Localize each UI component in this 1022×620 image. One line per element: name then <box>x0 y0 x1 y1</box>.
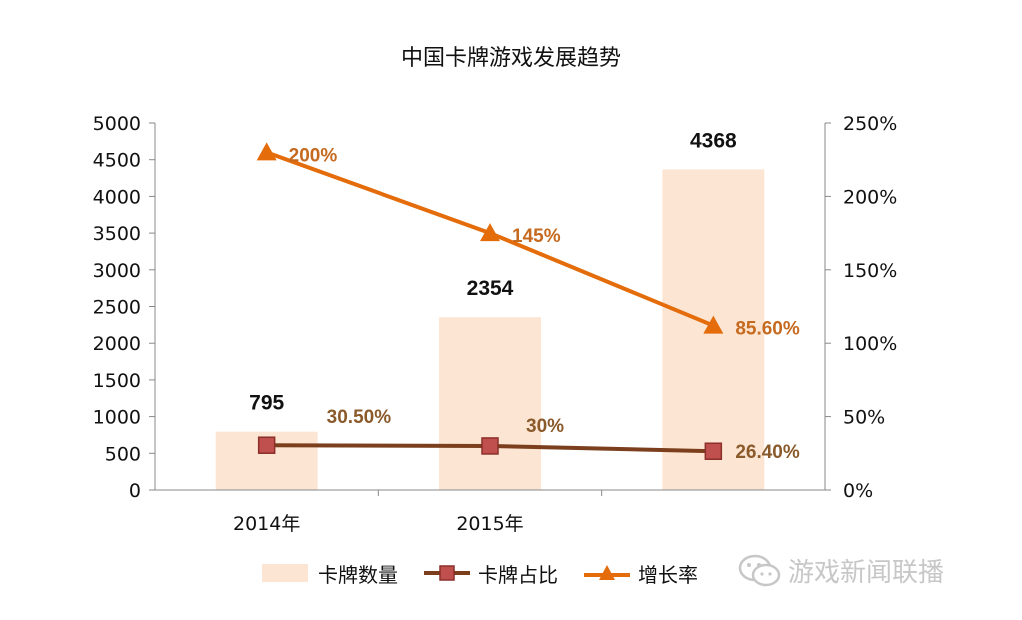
growth-value-label: 85.60% <box>735 319 800 340</box>
share-point-marker <box>257 436 276 454</box>
share-point-marker <box>704 442 723 460</box>
bar-series <box>215 169 765 490</box>
watermark-text: 游戏新闻联播 <box>788 558 945 588</box>
legend: 卡牌数量 卡牌占比 增长率 <box>262 556 724 590</box>
bar-value-label: 2354 <box>467 277 514 300</box>
growth-value-label: 200% <box>289 145 338 166</box>
axes: 0 500 1000 1500 2000 2500 3000 3500 4000 4500 5000… <box>93 113 898 535</box>
left-tick-label: 1500 <box>93 370 141 392</box>
left-tick-label: 2000 <box>93 333 141 355</box>
legend-item-growth: 增长率 <box>584 559 698 588</box>
right-tick-label: 50% <box>843 407 885 429</box>
legend-swatch-share <box>424 565 470 581</box>
legend-swatch-growth <box>584 565 630 580</box>
share-value-label: 30.50% <box>327 407 392 428</box>
growth-point-marker <box>480 223 500 242</box>
share-value-label: 30% <box>526 416 564 437</box>
wechat-icon <box>738 554 781 586</box>
share-line-series <box>257 436 723 460</box>
legend-label-bar: 卡牌数量 <box>318 562 398 587</box>
left-tick-label: 5000 <box>93 113 141 135</box>
left-tick-label: 3500 <box>93 223 141 245</box>
left-tick-label: 4000 <box>93 186 141 208</box>
legend-swatch-bar <box>262 564 308 582</box>
left-tick-label: 4500 <box>93 150 141 172</box>
left-tick-label: 0 <box>129 480 141 502</box>
data-labels: 795 2354 4368 30.50% 30% 26.40% 200% 145% 85.60% <box>249 129 800 463</box>
growth-line-series <box>256 142 724 334</box>
right-tick-label: 200% <box>843 186 897 208</box>
growth-point-marker <box>703 315 724 334</box>
watermark: 游戏新闻联播 <box>738 552 944 589</box>
bar-value-label: 795 <box>249 392 284 415</box>
right-tick-label: 100% <box>843 333 897 355</box>
left-tick-label: 2500 <box>93 297 141 319</box>
left-tick-label: 500 <box>105 443 141 465</box>
share-point-marker <box>481 437 499 455</box>
x-tick-label: 2014年 <box>233 513 300 535</box>
growth-point-marker <box>256 142 277 161</box>
left-tick-label: 1000 <box>93 407 141 429</box>
bar <box>439 317 541 490</box>
legend-item-share: 卡牌占比 <box>424 559 558 588</box>
growth-value-label: 145% <box>512 226 561 247</box>
share-value-label: 26.40% <box>735 442 800 463</box>
legend-item-bar: 卡牌数量 <box>262 559 398 588</box>
right-tick-label: 250% <box>843 113 897 135</box>
chart-title: 中国卡牌游戏发展趋势 <box>400 46 621 71</box>
left-tick-label: 3000 <box>93 260 141 282</box>
right-tick-label: 0% <box>843 480 873 502</box>
legend-label-growth: 增长率 <box>638 562 698 587</box>
legend-label-share: 卡牌占比 <box>478 562 558 587</box>
bar-value-label: 4368 <box>690 129 737 152</box>
x-tick-label: 2015年 <box>456 513 523 535</box>
right-tick-label: 150% <box>843 260 897 282</box>
